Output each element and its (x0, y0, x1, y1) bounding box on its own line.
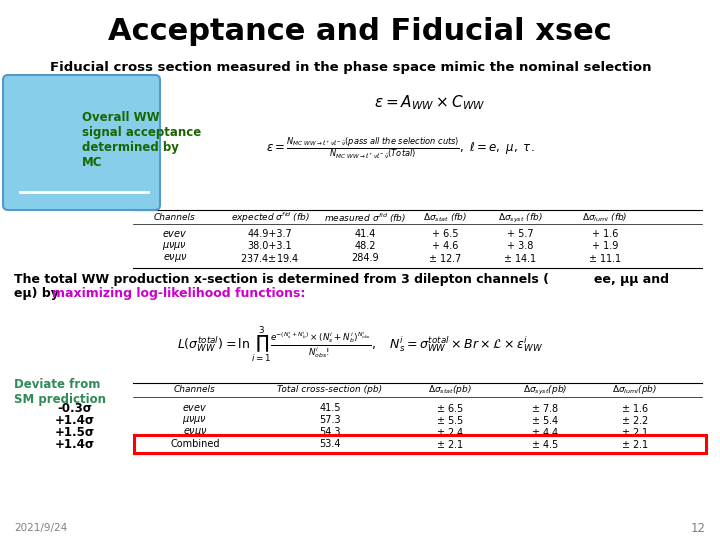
Text: 48.2: 48.2 (354, 241, 376, 251)
Text: $\Delta\sigma_{syst}$ (fb): $\Delta\sigma_{syst}$ (fb) (498, 212, 542, 225)
Text: Channels: Channels (154, 213, 196, 222)
Text: $\pm$ 14.1: $\pm$ 14.1 (503, 252, 537, 264)
Text: + 4.6: + 4.6 (432, 241, 458, 251)
Text: 54.3: 54.3 (319, 427, 341, 437)
Text: $\pm$ 2.2: $\pm$ 2.2 (621, 414, 649, 426)
Text: $\pm$ 5.5: $\pm$ 5.5 (436, 414, 464, 426)
Text: $\mu\nu\mu\nu$: $\mu\nu\mu\nu$ (163, 240, 188, 252)
Text: measured $\sigma^{fid}$ (fb): measured $\sigma^{fid}$ (fb) (324, 211, 406, 225)
Text: 237.4$\pm$19.4: 237.4$\pm$19.4 (240, 252, 300, 264)
Text: 41.5: 41.5 (319, 403, 341, 413)
Text: -0.3σ: -0.3σ (58, 402, 92, 415)
Text: 53.4: 53.4 (319, 439, 341, 449)
Text: $\pm$ 2.1: $\pm$ 2.1 (621, 426, 649, 438)
Text: $\Delta\sigma_{lumi}$ (fb): $\Delta\sigma_{lumi}$ (fb) (582, 212, 628, 224)
Text: 284.9: 284.9 (351, 253, 379, 263)
Text: + 5.7: + 5.7 (507, 229, 534, 239)
Text: The total WW production x-section is determined from 3 dilepton channels (: The total WW production x-section is det… (14, 273, 549, 287)
Text: Fiducial cross section measured in the phase space mimic the nominal selection: Fiducial cross section measured in the p… (50, 62, 652, 75)
Text: $\pm$ 6.5: $\pm$ 6.5 (436, 402, 464, 414)
Text: $L(\sigma^{total}_{WW}) = \ln \prod_{i=1}^{3} \frac{e^{-(N^i_s+N^i_b)} \times (N: $L(\sigma^{total}_{WW}) = \ln \prod_{i=1… (177, 325, 543, 365)
Text: Total cross-section (pb): Total cross-section (pb) (277, 386, 382, 395)
Text: $\epsilon = A_{WW} \times C_{WW}$: $\epsilon = A_{WW} \times C_{WW}$ (374, 93, 486, 112)
Text: + 6.5: + 6.5 (432, 229, 458, 239)
Text: + 1.6: + 1.6 (592, 229, 618, 239)
Text: + 1.9: + 1.9 (592, 241, 618, 251)
Text: ee, μμ and: ee, μμ and (594, 273, 669, 287)
Text: $\pm$ 4.4: $\pm$ 4.4 (531, 426, 559, 438)
Text: $\pm$ 11.1: $\pm$ 11.1 (588, 252, 622, 264)
Text: eμ) by: eμ) by (14, 287, 63, 300)
Text: Overall WW
signal acceptance
determined by
MC: Overall WW signal acceptance determined … (82, 111, 202, 169)
Text: Channels: Channels (174, 386, 216, 395)
FancyBboxPatch shape (3, 75, 160, 210)
Text: $\pm$ 7.8: $\pm$ 7.8 (531, 402, 559, 414)
Bar (134, 435, 706, 453)
Text: $\Delta\sigma_{stat}$ (fb): $\Delta\sigma_{stat}$ (fb) (423, 212, 467, 224)
Text: 41.4: 41.4 (354, 229, 376, 239)
Text: $\pm$ 12.7: $\pm$ 12.7 (428, 252, 462, 264)
Text: $\pm$ 2.4: $\pm$ 2.4 (436, 426, 464, 438)
Text: $\pm$ 2.1: $\pm$ 2.1 (621, 438, 649, 450)
Text: expected $\sigma^{fid}$ (fb): expected $\sigma^{fid}$ (fb) (230, 211, 310, 225)
Text: +1.4σ: +1.4σ (55, 437, 95, 450)
Text: +1.5σ: +1.5σ (55, 426, 95, 438)
Text: 44.9+3.7: 44.9+3.7 (248, 229, 292, 239)
Text: $\Delta\sigma_{lumi}$(pb): $\Delta\sigma_{lumi}$(pb) (613, 383, 657, 396)
Text: 12: 12 (691, 522, 706, 535)
Text: $\Delta\sigma_{stat}$(pb): $\Delta\sigma_{stat}$(pb) (428, 383, 472, 396)
Text: 57.3: 57.3 (319, 415, 341, 425)
Text: 2021/9/24: 2021/9/24 (14, 523, 67, 533)
Text: + 3.8: + 3.8 (507, 241, 534, 251)
Text: $\pm$ 4.5: $\pm$ 4.5 (531, 438, 559, 450)
Text: Acceptance and Fiducial xsec: Acceptance and Fiducial xsec (108, 17, 612, 46)
Text: $\mu\nu\mu\nu$: $\mu\nu\mu\nu$ (182, 414, 207, 426)
Text: Combined: Combined (170, 439, 220, 449)
Text: $\Delta\sigma_{syst}$(pb): $\Delta\sigma_{syst}$(pb) (523, 383, 567, 396)
Text: maximizing log-likelihood functions:: maximizing log-likelihood functions: (52, 287, 305, 300)
Text: $evev$: $evev$ (162, 229, 188, 239)
Text: +1.4σ: +1.4σ (55, 414, 95, 427)
Text: $e\nu\mu\nu$: $e\nu\mu\nu$ (183, 426, 207, 438)
Text: $\pm$ 1.6: $\pm$ 1.6 (621, 402, 649, 414)
Text: $\epsilon = \frac{N_{MC\ WW\rightarrow\ell^+\nu\ell^-\bar{\nu}}(\mathit{pass\ al: $\epsilon = \frac{N_{MC\ WW\rightarrow\e… (266, 136, 534, 160)
Text: $e\nu\mu\nu$: $e\nu\mu\nu$ (163, 252, 187, 264)
Text: $evev$: $evev$ (182, 403, 208, 413)
Text: Deviate from
SM prediction: Deviate from SM prediction (14, 378, 106, 406)
Text: 38.0+3.1: 38.0+3.1 (248, 241, 292, 251)
Text: $\pm$ 2.1: $\pm$ 2.1 (436, 438, 464, 450)
Text: $\pm$ 5.4: $\pm$ 5.4 (531, 414, 559, 426)
